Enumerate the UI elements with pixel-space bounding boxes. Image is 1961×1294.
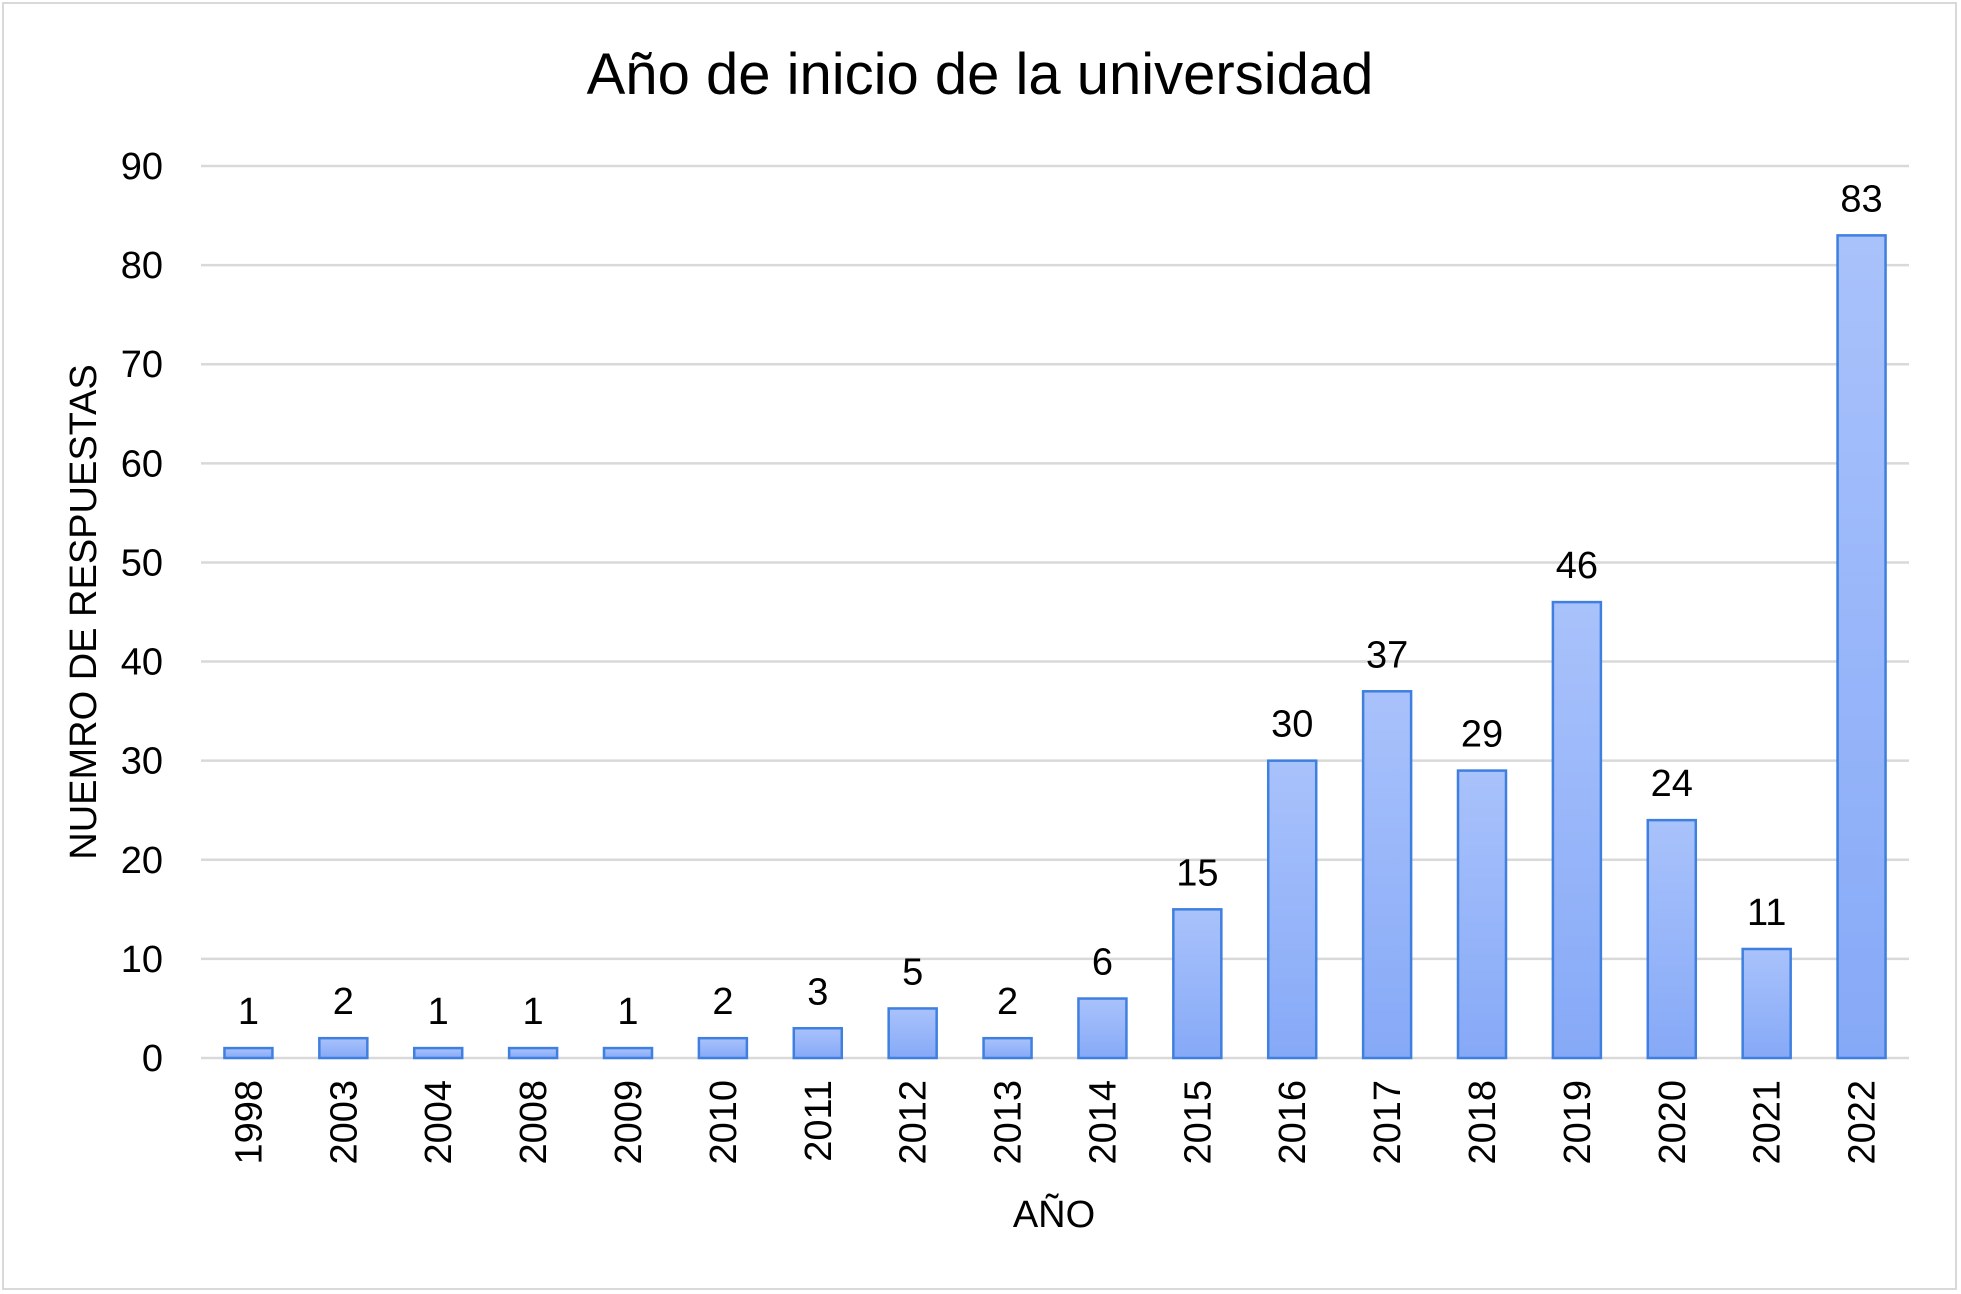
data-label: 2 — [333, 981, 354, 1023]
bar — [1646, 818, 1698, 1060]
bar — [1361, 690, 1413, 1060]
y-tick-label: 60 — [121, 443, 163, 485]
x-tick-label: 1998 — [228, 1080, 270, 1165]
data-label: 1 — [617, 991, 638, 1033]
y-tick-label: 80 — [121, 245, 163, 287]
bar — [223, 1046, 274, 1060]
bar — [602, 1046, 654, 1060]
data-label: 2 — [712, 981, 733, 1023]
bar — [1456, 769, 1508, 1060]
y-tick-label: 0 — [142, 1038, 163, 1080]
x-axis: 1998 2003 2004 2008 2009 2010 2011 2012 2013 2014… — [228, 1080, 1883, 1165]
data-label: 29 — [1461, 714, 1503, 756]
y-tick-label: 40 — [121, 642, 163, 684]
y-tick-label: 70 — [121, 344, 163, 386]
data-label: 46 — [1556, 545, 1598, 587]
data-label: 83 — [1840, 178, 1882, 220]
bar — [1266, 759, 1318, 1060]
x-tick-label: 2009 — [608, 1080, 650, 1165]
y-tick-label: 20 — [121, 840, 163, 882]
data-label: 15 — [1176, 852, 1218, 894]
bar — [412, 1046, 464, 1060]
chart-title: Año de inicio de la universidad — [587, 42, 1374, 107]
data-label: 3 — [807, 971, 828, 1013]
data-label: 5 — [902, 951, 923, 993]
bar — [507, 1046, 559, 1060]
data-label: 37 — [1366, 634, 1408, 676]
data-label: 2 — [997, 981, 1018, 1023]
bar — [1172, 908, 1223, 1060]
data-label: 1 — [523, 991, 544, 1033]
x-tick-label: 2015 — [1177, 1080, 1219, 1165]
x-tick-label: 2016 — [1272, 1080, 1314, 1165]
y-axis: 0 10 20 30 40 50 60 70 80 90 — [121, 146, 163, 1080]
x-tick-label: 2020 — [1652, 1080, 1694, 1165]
bar — [792, 1027, 844, 1060]
bar — [318, 1036, 369, 1060]
data-label: 6 — [1092, 942, 1113, 984]
x-axis-title: AÑO — [1013, 1193, 1095, 1236]
x-tick-label: 2011 — [798, 1080, 840, 1162]
data-label: 1 — [238, 991, 259, 1033]
data-label: 30 — [1271, 704, 1313, 746]
x-tick-label: 2003 — [323, 1080, 365, 1165]
x-tick-label: 2017 — [1367, 1080, 1409, 1165]
x-tick-label: 2018 — [1462, 1080, 1504, 1165]
y-tick-label: 10 — [121, 939, 163, 981]
y-tick-label: 50 — [121, 542, 163, 584]
bars — [223, 234, 1887, 1060]
bar — [887, 1007, 938, 1060]
data-label: 24 — [1651, 763, 1693, 805]
bar — [697, 1036, 749, 1060]
gridlines — [201, 164, 1909, 1060]
x-tick-label: 2013 — [988, 1080, 1030, 1165]
x-tick-label: 2022 — [1842, 1080, 1884, 1165]
bar — [1836, 234, 1887, 1060]
x-tick-label: 2012 — [893, 1080, 935, 1165]
y-tick-label: 30 — [121, 741, 163, 783]
x-tick-label: 2021 — [1747, 1080, 1789, 1165]
x-tick-label: 2019 — [1557, 1080, 1599, 1165]
bar — [1741, 947, 1792, 1060]
x-tick-label: 2004 — [418, 1080, 460, 1165]
data-label: 1 — [428, 991, 449, 1033]
bar — [982, 1036, 1033, 1060]
y-tick-label: 90 — [121, 146, 163, 188]
bar — [1551, 600, 1603, 1060]
x-tick-label: 2010 — [703, 1080, 745, 1165]
data-label: 11 — [1747, 892, 1786, 934]
x-tick-label: 2008 — [513, 1080, 555, 1165]
x-tick-label: 2014 — [1082, 1080, 1124, 1165]
y-axis-title: NUEMRO DE RESPUESTAS — [63, 364, 105, 859]
bar — [1077, 997, 1128, 1060]
